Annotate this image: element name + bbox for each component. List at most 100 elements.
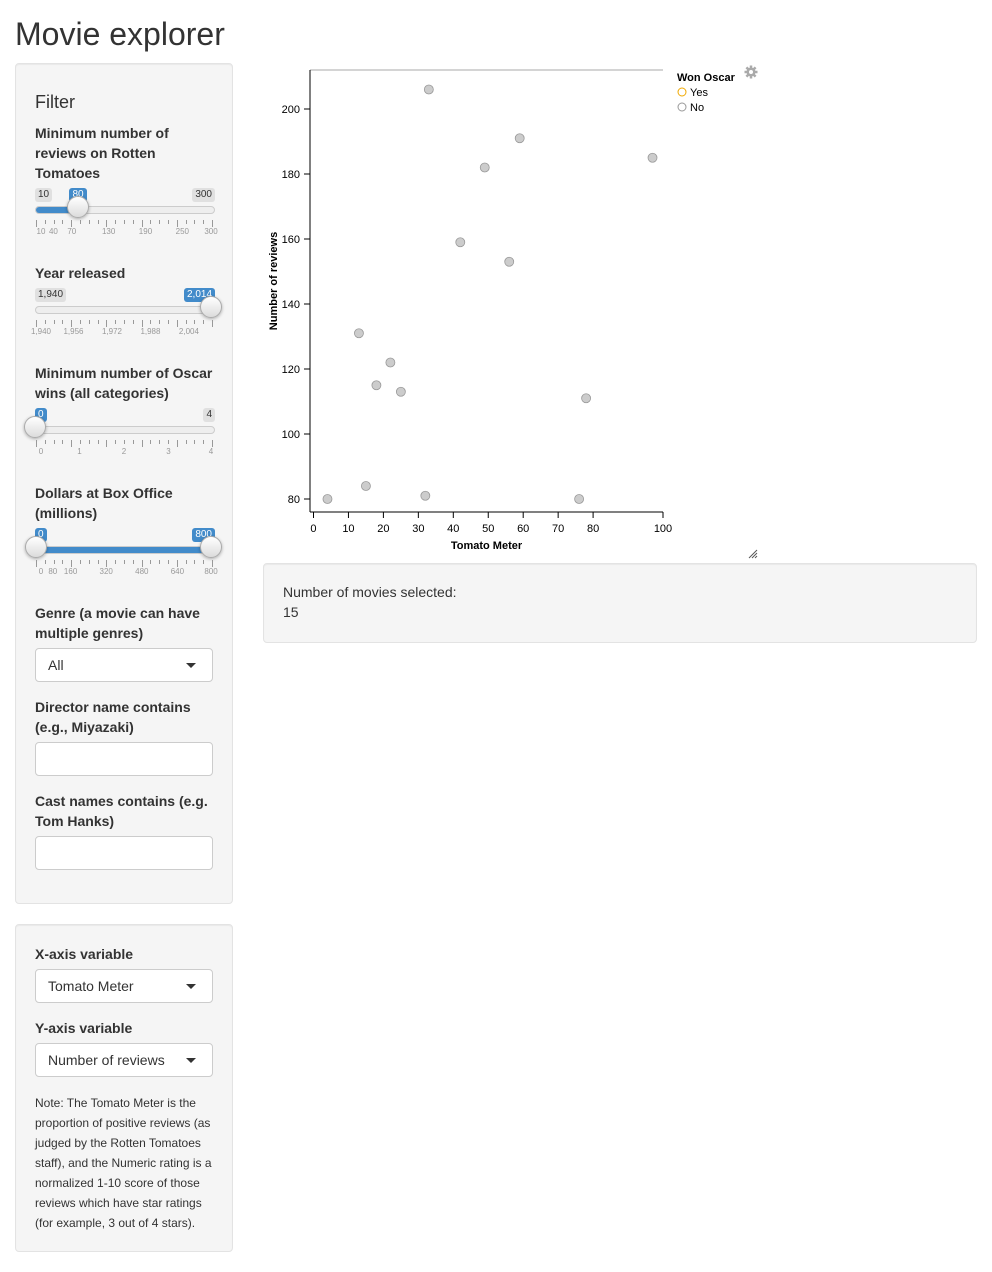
legend-label: No — [690, 102, 704, 114]
resize-handle-icon[interactable] — [748, 549, 758, 559]
gear-icon[interactable] — [744, 65, 758, 79]
x-tick-label: 50 — [482, 523, 494, 535]
y-axis-select[interactable]: Number of reviews — [35, 1043, 213, 1077]
slider-tick — [194, 560, 196, 564]
oscars-slider-track — [35, 426, 215, 434]
page-title: Movie explorer — [15, 16, 225, 52]
slider-tick — [176, 560, 178, 567]
year-tick-label: 1,972 — [101, 327, 122, 336]
year-min-label: 1,940 — [35, 288, 67, 302]
caret-down-icon — [186, 663, 196, 668]
slider-tick — [44, 220, 46, 224]
legend-swatch — [677, 87, 687, 97]
y-tick-label: 120 — [282, 364, 300, 376]
x-axis-label: X-axis variable — [35, 946, 134, 962]
scatter-plot-svg: 80 100 120 140 160 180 200 0 10 20 30 40 50 60 70 80 100… — [268, 65, 758, 559]
y-tick-label: 80 — [288, 494, 300, 506]
reviews-tick-label: 250 — [175, 227, 189, 236]
slider-tick — [62, 320, 64, 324]
slider-tick — [150, 440, 152, 444]
oscars-tick-label: 1 — [77, 447, 82, 456]
slider-tick — [150, 320, 152, 324]
data-point — [479, 162, 490, 173]
reviews-tick-label: 300 — [204, 227, 218, 236]
slider-tick — [115, 220, 117, 224]
y-tick-label: 140 — [282, 299, 300, 311]
x-tick-label: 40 — [447, 523, 459, 535]
y-tick-label: 200 — [282, 104, 300, 116]
slider-tick — [194, 440, 196, 444]
slider-tick — [80, 220, 81, 224]
slider-tick — [88, 220, 90, 224]
data-point — [322, 494, 333, 504]
slider-tick — [36, 320, 37, 327]
slider-tick — [212, 320, 213, 327]
reviews-slider[interactable]: 10 300 80 10 40 70 130 190 250 300 — [35, 188, 218, 248]
slider-tick — [159, 560, 161, 564]
slider-tick — [141, 560, 143, 567]
slider-tick — [53, 220, 55, 224]
movies-selected-count: 15 — [283, 604, 299, 620]
slider-tick — [97, 560, 99, 564]
x-axis-select[interactable]: Tomato Meter — [35, 969, 213, 1003]
data-point — [420, 490, 431, 501]
scatter-plot: 80 100 120 140 160 180 200 0 10 20 30 40 50 60 70 80 100… — [263, 60, 763, 560]
oscars-tick-label: 3 — [166, 447, 171, 456]
data-point — [371, 380, 382, 391]
slider-tick — [97, 220, 99, 224]
boxoffice-slider-ticks — [35, 560, 215, 568]
slider-tick — [62, 440, 64, 444]
slider-tick — [88, 560, 90, 564]
reviews-tick-label: 40 — [48, 227, 58, 236]
y-tick-label: 180 — [282, 169, 300, 181]
reviews-slider-handle[interactable] — [66, 196, 89, 218]
reviews-max-label: 300 — [192, 188, 215, 202]
summary-panel: Number of movies selected: 15 — [263, 563, 977, 643]
boxoffice-slider[interactable]: 0 800 0 80 160 320 480 640 800 — [25, 528, 222, 588]
slider-tick — [36, 560, 37, 567]
slider-tick — [88, 440, 90, 444]
oscars-slider-handle[interactable] — [24, 416, 46, 438]
boxoffice-slider-high-handle[interactable] — [200, 536, 222, 558]
boxoffice-slider-low-handle[interactable] — [25, 536, 47, 558]
slider-tick — [106, 560, 108, 567]
x-axis-title: Tomato Meter — [451, 540, 523, 552]
slider-tick — [168, 440, 169, 444]
slider-tick — [212, 560, 213, 567]
slider-tick — [44, 440, 46, 444]
slider-tick — [159, 320, 161, 324]
boxoffice-tick-label: 80 — [48, 567, 58, 576]
reviews-tick-label: 10 — [36, 227, 46, 236]
slider-tick — [44, 320, 46, 324]
slider-tick — [159, 220, 161, 224]
slider-tick — [203, 440, 205, 444]
slider-tick — [53, 440, 55, 444]
director-input[interactable] — [35, 742, 213, 776]
slider-tick — [132, 440, 134, 444]
year-slider[interactable]: 1,940 2,014 1,940 1,956 1,972 1,988 2,004 — [31, 288, 222, 348]
genre-select[interactable]: All — [35, 648, 213, 682]
year-slider-handle[interactable] — [200, 296, 222, 318]
reviews-slider-track — [35, 206, 215, 214]
oscars-tick-label: 4 — [208, 447, 214, 456]
y-axis-label: Y-axis variable — [35, 1020, 133, 1036]
slider-tick — [124, 440, 125, 444]
slider-tick — [212, 220, 213, 227]
boxoffice-tick-label: 800 — [204, 567, 218, 576]
year-tick-label: 1,940 — [30, 327, 52, 336]
slider-tick — [185, 220, 187, 224]
year-label: Year released — [35, 265, 126, 281]
oscars-tick-label: 2 — [121, 447, 127, 456]
y-axis-value: Number of reviews — [48, 1052, 165, 1068]
reviews-tick-label: 190 — [138, 227, 153, 236]
data-point — [647, 152, 658, 163]
oscars-label: Minimum number of Oscar wins (all catego… — [35, 365, 213, 401]
cast-input[interactable] — [35, 836, 213, 870]
director-label: Director name contains (e.g., Miyazaki) — [35, 699, 191, 735]
slider-tick — [132, 320, 134, 324]
slider-tick — [203, 220, 205, 224]
slider-tick — [132, 220, 134, 224]
caret-down-icon — [186, 1058, 196, 1063]
oscars-slider[interactable]: 4 0 0 1 2 3 4 — [24, 408, 215, 468]
x-tick-label: 60 — [517, 523, 529, 535]
